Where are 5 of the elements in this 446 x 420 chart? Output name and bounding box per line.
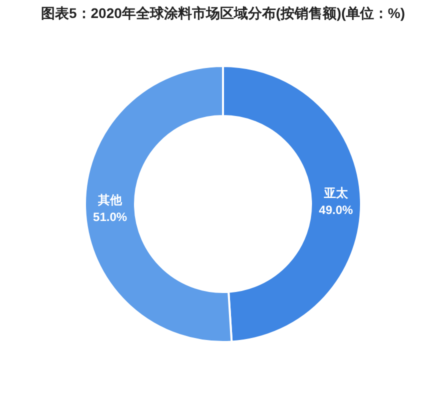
data-label: 49.0% [318,202,354,217]
chart-title: 图表5：2020年全球涂料市场区域分布(按销售额)(单位：%) [40,4,406,22]
slice-label: 其他 [97,193,124,208]
data-label: 51.0% [93,210,128,224]
slice-label: 亚太 [322,186,349,200]
